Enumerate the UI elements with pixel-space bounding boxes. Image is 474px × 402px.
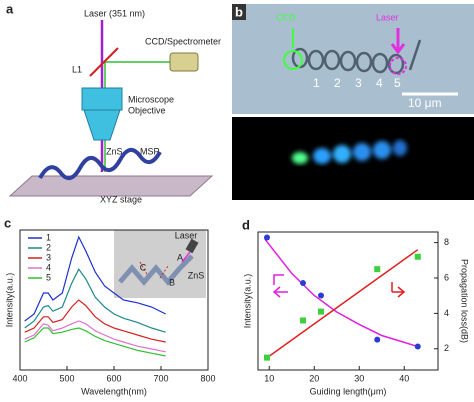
point [300, 280, 306, 287]
x-tick-label: 700 [153, 373, 168, 383]
x-tick-label: 20 [309, 373, 319, 383]
laser-beam [181, 251, 191, 263]
point [318, 292, 324, 299]
micrograph [232, 4, 474, 114]
x-axis-label: Wavelength(nm) [81, 386, 147, 396]
y2-tick-label: 2 [444, 343, 449, 353]
x-tick-label: 500 [59, 373, 74, 383]
arrow [390, 28, 406, 55]
plot-frame [257, 231, 439, 371]
detector-label: CCD/Spectrometer [145, 36, 221, 46]
cut [159, 265, 169, 279]
x-tick-label: 400 [12, 373, 27, 383]
position-label: 5 [394, 76, 401, 90]
emission-image [232, 117, 474, 200]
inset-label: A [177, 252, 183, 262]
line [24, 235, 166, 322]
line [24, 327, 166, 357]
inset-label: C [140, 262, 147, 272]
laser-label: Laser [376, 12, 399, 22]
axis-arrow [391, 282, 406, 298]
x-tick-label: 600 [106, 373, 121, 383]
panel-label: a [6, 1, 14, 16]
panel-label: b [235, 4, 243, 19]
lens [89, 47, 119, 77]
label-bg [232, 4, 246, 20]
emission [292, 140, 407, 164]
y-axis-label: Intensity(a.u.) [4, 273, 14, 328]
axis-arrow [272, 274, 288, 298]
legend-label: 5 [46, 272, 51, 282]
laser-circle [389, 57, 407, 75]
laser-label: Laser (351 nm) [84, 8, 145, 18]
point [300, 317, 306, 324]
ccd-label: CCD [276, 12, 296, 22]
point [264, 234, 270, 241]
point [374, 266, 381, 273]
point [374, 336, 381, 343]
panel-label: c [4, 215, 11, 230]
ccd-box [169, 52, 199, 72]
x-tick-label: 40 [399, 373, 409, 383]
panel-label: d [242, 217, 250, 232]
positions: 1 2 3 4 5 [313, 76, 401, 90]
objective-label: Objective [128, 105, 166, 115]
line [264, 249, 419, 360]
point [414, 343, 421, 350]
spiral [291, 39, 422, 75]
x-axis-label: Guiding length(μm) [310, 386, 387, 396]
spiral [38, 148, 162, 180]
legend-label: 1 [46, 232, 51, 242]
material-label: ZnS [106, 146, 123, 156]
ccd-circle [283, 50, 303, 70]
x-tick-label: 10 [264, 373, 274, 383]
y-axis-label: Intensity(a.u.) [242, 274, 252, 329]
panel-a: a Laser (351 nm) CCD/Spectrometer L1 Mic… [6, 1, 221, 204]
position-label: 1 [313, 76, 320, 90]
position-label: 4 [376, 76, 383, 90]
x-tick-label: 30 [354, 373, 364, 383]
inset-label: Laser [175, 230, 198, 240]
line [264, 238, 418, 348]
panel-b: b CCD Laser 1 2 3 4 5 10 μm [232, 4, 474, 200]
laser-head [185, 238, 199, 254]
legend-label: 4 [46, 262, 51, 272]
cut [139, 261, 149, 277]
inset [114, 230, 206, 298]
objective-label: Microscope [128, 94, 174, 104]
inset-label: ZnS [188, 270, 205, 280]
inset-wire [118, 254, 194, 286]
position-label: 3 [355, 76, 362, 90]
lens-label: L1 [72, 64, 82, 74]
legend-label: 3 [46, 252, 51, 262]
position-label: 2 [334, 76, 341, 90]
y2-axis-label: Propagation loss(dB) [460, 259, 470, 343]
legend-label: 2 [46, 242, 51, 252]
scale-label: 10 μm [408, 96, 442, 110]
stage-label: XYZ stage [100, 194, 142, 204]
stage [8, 175, 214, 197]
sample-label: MSP [140, 146, 160, 156]
y2-tick-label: 4 [444, 308, 449, 318]
objective [81, 87, 123, 141]
line [24, 299, 166, 343]
x-tick-label: 800 [200, 373, 215, 383]
y2-tick-label: 8 [444, 237, 449, 247]
line [24, 320, 166, 353]
line [24, 268, 166, 333]
inset-label: B [169, 277, 175, 287]
point [414, 253, 421, 260]
y2-tick-label: 6 [444, 272, 449, 282]
point [318, 308, 324, 315]
point [264, 354, 270, 361]
